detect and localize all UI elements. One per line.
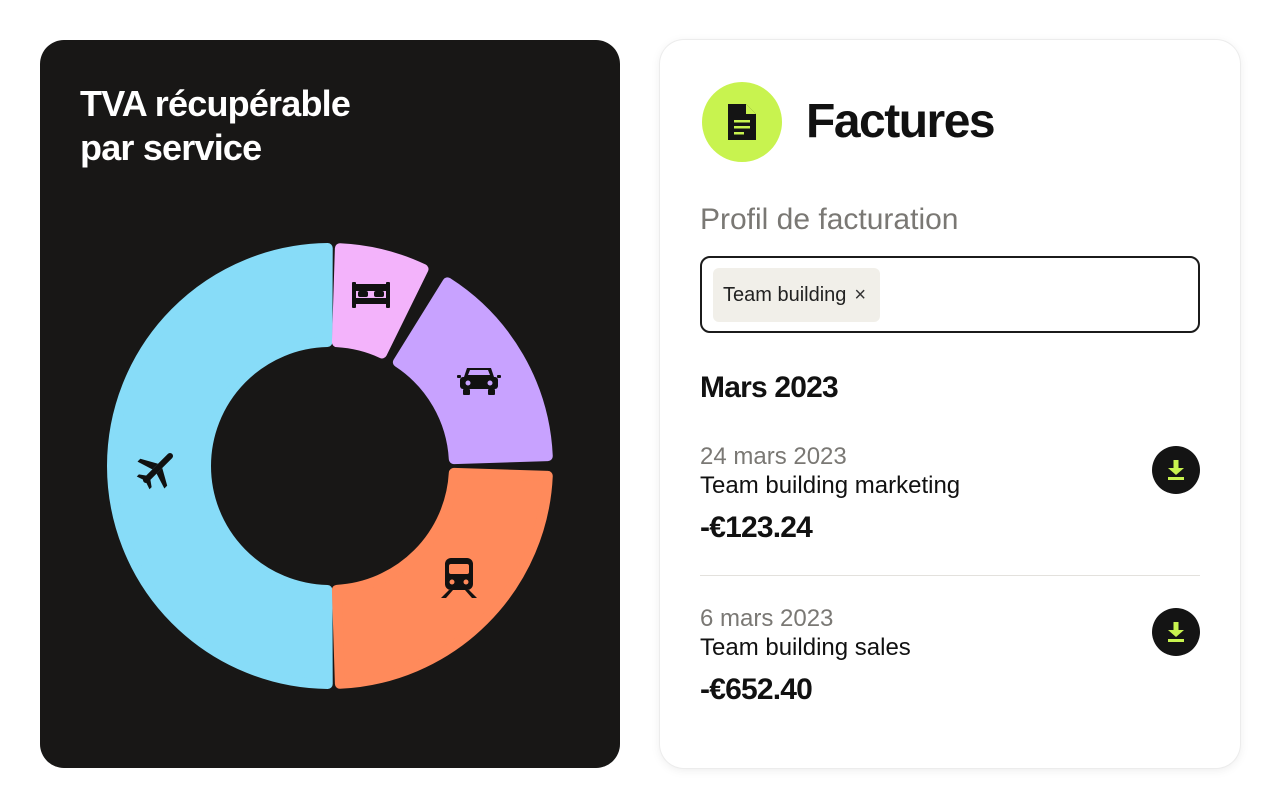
download-icon <box>1168 460 1184 480</box>
download-icon <box>1168 622 1184 642</box>
train-icon <box>441 558 477 598</box>
invoice-date: 24 mars 2023 <box>700 443 847 470</box>
donut-segment-train <box>331 467 553 689</box>
chip-remove-icon[interactable]: × <box>854 284 867 306</box>
billing-profile-select[interactable]: Team building × <box>700 256 1200 333</box>
invoice-amount: -€123.24 <box>700 511 813 544</box>
invoices-card: Factures Profil de facturation Team buil… <box>660 40 1240 768</box>
donut-segment-airplane <box>107 243 333 689</box>
invoices-icon-badge <box>702 82 782 162</box>
document-icon <box>728 104 756 140</box>
invoice-amount: -€652.40 <box>700 673 813 706</box>
month-heading: Mars 2023 <box>700 371 839 404</box>
billing-profile-chip: Team building × <box>713 268 881 322</box>
invoice-divider <box>700 575 1200 576</box>
chip-label: Team building <box>723 283 847 306</box>
invoice-item: 6 mars 2023 Team building sales -€652.40 <box>700 604 1200 734</box>
billing-profile-label: Profil de facturation <box>700 203 959 236</box>
download-button[interactable] <box>1152 446 1200 494</box>
vat-title-line-1: TVA récupérable <box>80 83 351 124</box>
vat-title-line-2: par service <box>80 127 262 168</box>
download-button[interactable] <box>1152 608 1200 656</box>
invoice-name: Team building sales <box>700 634 911 661</box>
vat-donut-chart <box>107 243 553 689</box>
invoices-title: Factures <box>806 95 996 148</box>
bed-icon <box>352 282 390 308</box>
invoice-date: 6 mars 2023 <box>700 605 834 632</box>
vat-card-title: TVA récupérable par service <box>80 82 500 170</box>
invoice-item: 24 mars 2023 Team building marketing -€1… <box>700 442 1200 572</box>
car-icon <box>457 368 501 395</box>
vat-by-service-card: TVA récupérable par service <box>40 40 620 768</box>
invoice-name: Team building marketing <box>700 472 961 499</box>
airplane-icon <box>136 452 174 490</box>
